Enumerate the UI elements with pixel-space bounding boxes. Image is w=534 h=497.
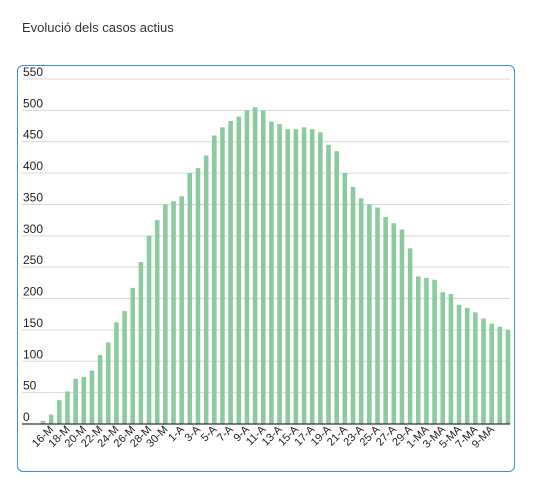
bars [40,107,511,425]
bar-28-A [399,229,405,424]
bar-11-A [260,110,266,425]
bar-28-M [146,235,152,424]
bar-23-M [105,342,111,424]
bar-16-A [301,127,307,425]
bar-30-A [415,276,421,424]
bar-17-A [309,129,315,424]
chart-title: Evolució dels casos actius [22,20,174,35]
bar-2-A [187,173,193,424]
bar-19-M [73,378,78,424]
y-tick-label: 500 [23,96,43,110]
bar-27-M [138,262,144,424]
bar-20-A [334,151,339,424]
y-tick-labels: 0 50 100 150 200 250 300 350 400 450 500 550 [23,65,43,424]
bar-15-A [293,129,299,424]
bar-29-M [154,220,160,424]
bar-5-MA [456,304,462,424]
bar-3-A [195,168,201,424]
bar-25-A [375,207,380,424]
bar-1-MA [424,277,429,424]
bar-7-MA [473,312,478,424]
bar-29-A [407,248,413,424]
bar-30-M [163,204,168,424]
y-tick-label: 200 [23,285,43,299]
bar-22-A [350,186,356,424]
bar-26-M [130,287,136,424]
bar-25-M [122,311,127,424]
bar-16-M [48,414,54,424]
y-tick-label: 300 [23,222,43,236]
y-tick-label: 350 [23,190,43,204]
bar-4-A [203,155,209,424]
y-tick-label: 400 [23,159,43,173]
bar-4-MA [448,294,454,424]
bar-5-A [212,135,217,424]
bar-17-M [57,400,62,424]
bar-27-A [391,223,397,424]
bar-10-MA [497,326,503,424]
bar-14-A [285,129,291,424]
bar-18-A [318,132,323,424]
bar-10-A [252,107,258,424]
bar-7-A [228,121,233,424]
bar-11-MA [505,329,511,424]
bar-24-A [367,204,372,424]
bar-18-M [65,391,70,424]
bar-24-M [114,322,119,424]
bar-6-MA [464,307,470,424]
y-tick-label: 50 [23,379,37,393]
bar-26-A [383,217,388,424]
bar-20-M [81,376,87,424]
bar-8-MA [481,318,486,424]
bar-21-M [89,370,95,424]
y-tick-label: 550 [23,65,43,79]
bar-12-A [269,121,274,425]
y-tick-label: 0 [23,410,30,424]
bar-31-M [171,201,176,424]
bar-13-A [277,124,282,424]
bar-9-MA [489,323,494,424]
bar-19-A [326,144,331,425]
bar-6-A [220,127,225,425]
x-tick-labels: 16-M18-M20-M22-M24-M26-M28-M30-M1-A3-A5-… [30,423,497,451]
y-tick-label: 100 [23,347,43,361]
y-tick-label: 450 [23,128,43,142]
y-tick-label: 150 [23,316,43,330]
bar-22-M [97,355,103,424]
bar-8-A [236,116,242,424]
y-tick-label: 250 [23,253,43,267]
bar-9-A [244,110,250,425]
bar-2-MA [432,279,437,424]
bar-1-A [179,196,184,424]
bar-21-A [342,173,348,424]
bar-23-A [358,198,364,424]
bar-3-MA [440,292,446,424]
bar-15-M [40,420,46,424]
